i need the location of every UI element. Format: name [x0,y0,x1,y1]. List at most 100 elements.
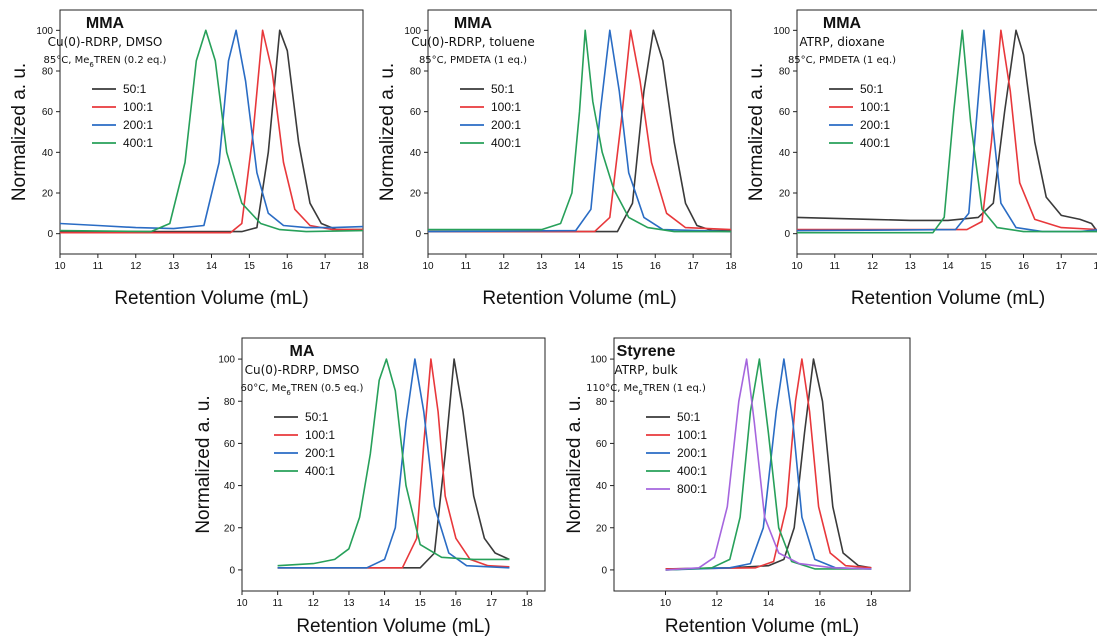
legend-label: 800:1 [677,482,707,496]
panel-title: MMA [86,15,125,32]
legend-label: 400:1 [305,464,335,478]
x-tick-label: 14 [763,598,775,609]
y-tick-label: 0 [784,229,790,240]
x-tick-label: 10 [791,261,803,272]
legend-label: 200:1 [491,118,521,132]
x-tick-label: 10 [54,261,66,272]
plot-frame [241,337,546,592]
x-tick-label: 12 [498,261,510,272]
y-tick-label: 20 [596,523,608,534]
x-axis-label: Retention Volume (mL) [851,288,1045,309]
legend-label: 400:1 [491,136,521,150]
series-line-100-1 [428,29,732,233]
series-line-400-1 [428,29,731,233]
x-tick-label: 13 [905,261,917,272]
x-tick-label: 14 [574,261,586,272]
y-axis-label: Normalized a. u. [193,395,214,533]
legend-label: 50:1 [123,82,147,96]
y-tick-label: 100 [590,355,607,366]
legend-label: 200:1 [305,446,335,460]
conditions-pre: 85°C, PMDETA (1 eq.) [788,55,896,66]
panel-title: Styrene [617,343,676,360]
y-tick-label: 60 [779,107,791,118]
panel-subtitle: ATRP, dioxane [799,35,884,49]
x-tick-label: 10 [236,598,248,609]
x-tick-label: 14 [942,261,954,272]
x-tick-label: 11 [461,261,472,272]
legend-label: 400:1 [123,136,153,150]
x-axis-label: Retention Volume (mL) [296,616,490,637]
y-tick-label: 80 [42,67,54,78]
legend-label: 400:1 [860,136,890,150]
chart-panel-4: 10 11 12 13 14 15 16 17 18 0 20 40 60 80 100 Retention … [193,337,546,637]
plot-frame [613,337,911,592]
panel-subtitle: Cu(0)-RDRP, DMSO [48,35,163,49]
y-tick-label: 100 [218,355,235,366]
series-line-400-1 [277,358,510,567]
legend-label: 200:1 [860,118,890,132]
y-tick-label: 100 [404,26,421,37]
panel-conditions: 85°C, PMDETA (1 eq.) [419,55,527,66]
y-tick-label: 60 [596,439,608,450]
x-tick-label: 12 [130,261,142,272]
x-tick-label: 11 [830,261,841,272]
x-tick-label: 16 [450,598,462,609]
conditions-subscript: 6 [638,389,643,397]
y-tick-label: 100 [773,26,790,37]
x-tick-label: 11 [272,598,283,609]
series-line-800-1 [665,358,872,571]
y-tick-label: 20 [224,523,236,534]
x-tick-label: 18 [522,598,534,609]
x-tick-label: 14 [379,598,391,609]
y-axis-label: Normalized a. u. [9,63,30,201]
x-axis-label: Retention Volume (mL) [482,288,676,309]
legend-label: 50:1 [860,82,884,96]
panel-conditions: 110°C, Me6TREN (1 eq.) [586,383,706,397]
legend-label: 100:1 [305,428,335,442]
y-tick-label: 0 [601,565,607,576]
legend-label: 400:1 [677,464,707,478]
series-line-200-1 [59,29,364,230]
series-line-200-1 [665,358,872,571]
y-tick-label: 40 [42,148,54,159]
x-tick-label: 16 [282,261,294,272]
y-axis-label: Normalized a. u. [746,63,767,201]
x-tick-label: 15 [244,261,256,272]
y-tick-label: 80 [779,67,791,78]
conditions-pre: 85°C, Me [44,55,90,66]
x-tick-label: 11 [93,261,104,272]
conditions-post: TREN (0.2 eq.) [93,55,167,66]
legend-label: 50:1 [305,410,329,424]
series-line-200-1 [277,358,510,569]
panel-conditions: 85°C, Me6TREN (0.2 eq.) [44,55,167,69]
legend-label: 100:1 [677,428,707,442]
x-tick-label: 18 [725,261,737,272]
panel-title: MMA [454,15,493,32]
chart-panel-5: 10 12 14 16 18 0 20 40 60 80 100 Retention Volume (… [564,337,911,637]
series-line-50-1 [796,29,1097,233]
series-line-50-1 [277,358,510,569]
panel-conditions: 60°C, Me6TREN (0.5 eq.) [241,383,364,397]
y-tick-label: 0 [229,565,235,576]
x-tick-label: 16 [650,261,662,272]
y-tick-label: 0 [415,229,421,240]
x-tick-label: 10 [422,261,434,272]
series-line-50-1 [60,29,363,233]
x-tick-label: 15 [612,261,624,272]
y-tick-label: 0 [47,229,53,240]
y-tick-label: 20 [779,189,791,200]
series-line-100-1 [665,358,872,570]
conditions-post: TREN (1 eq.) [642,383,706,394]
series-line-100-1 [277,358,510,569]
y-tick-label: 40 [410,148,422,159]
y-axis-label: Normalized a. u. [564,395,585,533]
conditions-post: TREN (0.5 eq.) [290,383,364,394]
panel-title: MMA [823,15,862,32]
x-tick-label: 15 [980,261,992,272]
x-tick-label: 15 [415,598,427,609]
panel-subtitle: Cu(0)-RDRP, toluene [411,35,534,49]
y-tick-label: 20 [410,189,422,200]
x-tick-label: 18 [357,261,369,272]
panel-title: MA [290,343,315,360]
x-tick-label: 10 [660,598,672,609]
